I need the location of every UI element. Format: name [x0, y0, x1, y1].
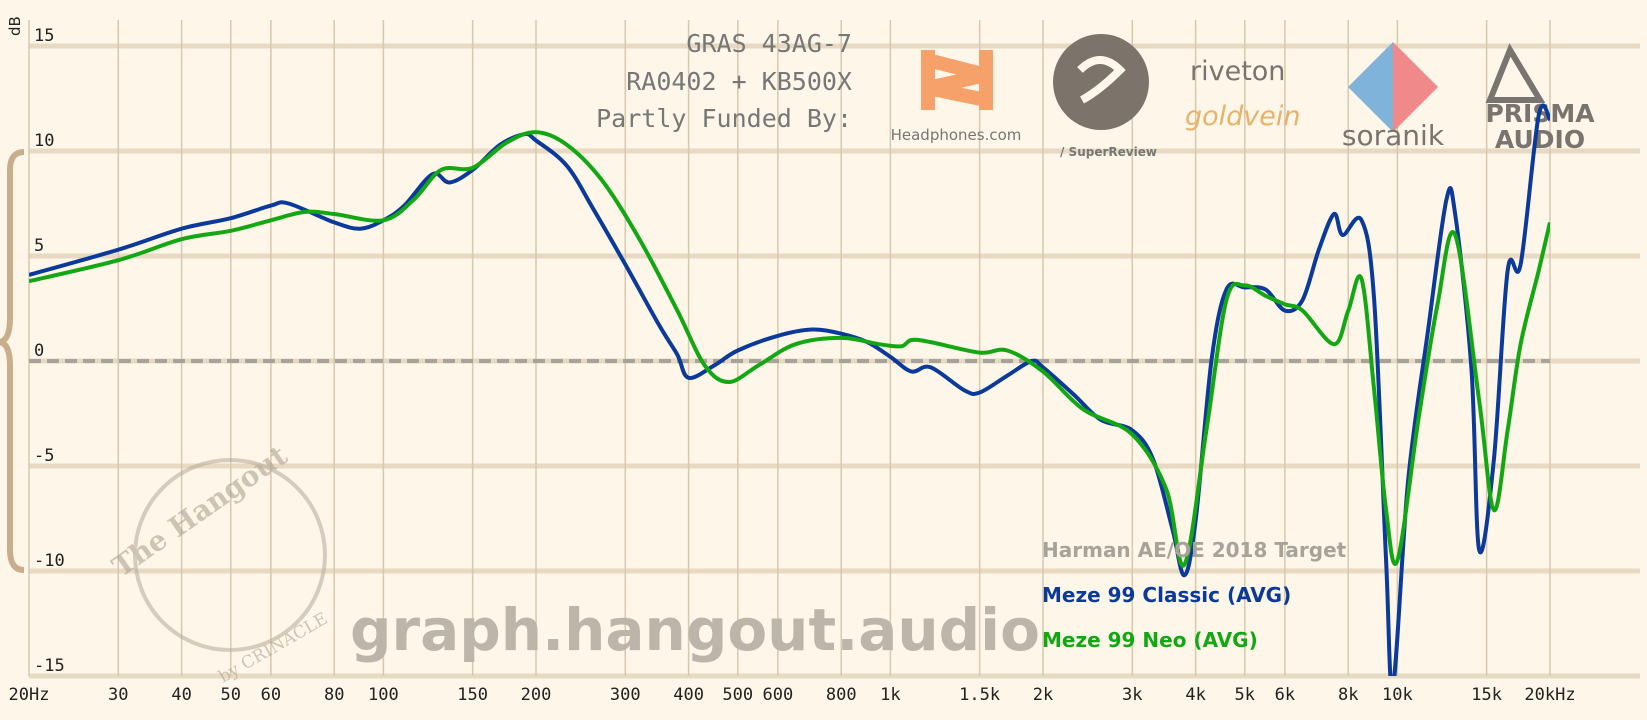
x-tick-label: 2k — [1033, 685, 1053, 705]
badge-ring — [133, 458, 327, 652]
x-tick-label: 800 — [826, 685, 857, 705]
grid — [28, 20, 1640, 679]
x-tick-label: 6k — [1275, 685, 1295, 705]
header-line: Partly Funded By: — [596, 104, 852, 133]
x-tick-label: 600 — [763, 685, 794, 705]
logo-mark — [1348, 42, 1393, 132]
x-tick-label: 4k — [1185, 685, 1205, 705]
sponsor: / SuperReview — [1060, 145, 1157, 159]
header-line: GRAS 43AG-7 — [686, 29, 852, 58]
header-line: RA0402 + KB500X — [626, 67, 852, 96]
x-tick-label: 100 — [368, 685, 399, 705]
x-tick-label: 3k — [1122, 685, 1142, 705]
x-tick-label: 60 — [261, 685, 281, 705]
x-tick-label: 15k — [1471, 685, 1502, 705]
x-tick-label: 20Hz — [9, 685, 50, 705]
sponsor: goldvein — [1185, 101, 1301, 132]
y-tick-label: -15 — [34, 656, 65, 676]
sponsor: riveton — [1190, 56, 1285, 87]
sponsor: AUDIO — [1495, 125, 1585, 154]
bracket — [0, 149, 25, 573]
curves — [29, 103, 1550, 676]
x-tick-label: 50 — [221, 685, 241, 705]
y-tick-label: 10 — [34, 131, 54, 151]
x-tick-label: 30 — [108, 685, 128, 705]
sponsor: Headphones.com — [891, 126, 1022, 144]
legend-entry: Harman AE/OE 2018 Target — [1042, 538, 1347, 562]
y-tick-label: 15 — [34, 26, 54, 46]
logo-mark — [1393, 42, 1438, 132]
x-tick-label: 200 — [521, 685, 552, 705]
y-tick-label: -10 — [34, 551, 65, 571]
logo-mark — [1077, 56, 1126, 104]
y-tick-label: 5 — [34, 236, 44, 256]
series-line — [29, 130, 1550, 568]
x-tick-label: 400 — [673, 685, 704, 705]
x-tick-label: 150 — [457, 685, 488, 705]
sponsor: soranik — [1342, 119, 1445, 152]
x-tick-label: 8k — [1338, 685, 1358, 705]
x-tick-label: 1k — [880, 685, 900, 705]
logo-mark — [921, 50, 993, 110]
x-tick-label: 300 — [610, 685, 641, 705]
y-tick-label: -5 — [34, 446, 54, 466]
x-tick-label: 80 — [324, 685, 344, 705]
x-tick-label: 500 — [722, 685, 753, 705]
legend-entry: Meze 99 Neo (AVG) — [1042, 628, 1258, 652]
y-axis-label: dB — [6, 16, 24, 36]
x-tick-label: 40 — [171, 685, 191, 705]
sponsor-logos: Headphones.com / SuperReview riveton gol… — [891, 34, 1595, 159]
logo-mark — [1485, 43, 1546, 103]
x-tick-label: 5k — [1235, 685, 1255, 705]
watermark: graph.hangout.audio — [350, 596, 1040, 664]
x-tick-label: 10k — [1382, 685, 1413, 705]
x-tick-label: 1.5k — [959, 685, 1000, 705]
legend-entry: Meze 99 Classic (AVG) — [1042, 583, 1291, 607]
y-tick-label: 0 — [34, 341, 44, 361]
x-tick-label: 20kHz — [1524, 685, 1575, 705]
